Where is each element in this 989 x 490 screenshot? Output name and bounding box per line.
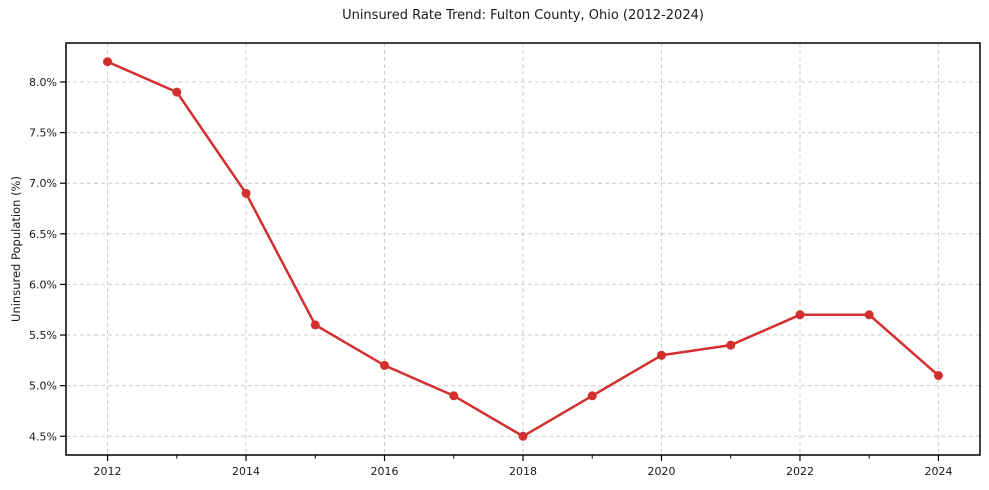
x-tick-label: 2022 [786, 465, 814, 478]
data-point-2018 [518, 431, 528, 441]
data-point-2012 [103, 57, 113, 67]
x-tick-label: 2014 [232, 465, 260, 478]
x-tick-label: 2016 [371, 465, 399, 478]
y-tick-label: 5.5% [29, 329, 57, 342]
data-point-2021 [726, 340, 736, 350]
data-point-2017 [449, 391, 459, 401]
data-point-2015 [310, 320, 320, 330]
data-point-2013 [172, 87, 182, 97]
data-point-2022 [795, 310, 805, 320]
y-tick-label: 5.0% [29, 380, 57, 393]
data-point-2014 [241, 188, 251, 198]
x-tick-label: 2012 [94, 465, 122, 478]
x-tick-label: 2020 [647, 465, 675, 478]
x-tick-label: 2024 [924, 465, 952, 478]
y-tick-label: 8.0% [29, 76, 57, 89]
x-tick-label: 2018 [509, 465, 537, 478]
y-tick-label: 6.5% [29, 228, 57, 241]
y-tick-label: 7.0% [29, 177, 57, 190]
data-point-2023 [864, 310, 874, 320]
data-point-2020 [656, 350, 666, 360]
y-tick-label: 4.5% [29, 430, 57, 443]
data-point-2019 [587, 391, 597, 401]
chart-title: Uninsured Rate Trend: Fulton County, Ohi… [342, 8, 704, 23]
data-point-2024 [933, 371, 943, 381]
y-tick-label: 6.0% [29, 278, 57, 291]
y-tick-label: 7.5% [29, 127, 57, 140]
data-point-2016 [380, 360, 390, 370]
